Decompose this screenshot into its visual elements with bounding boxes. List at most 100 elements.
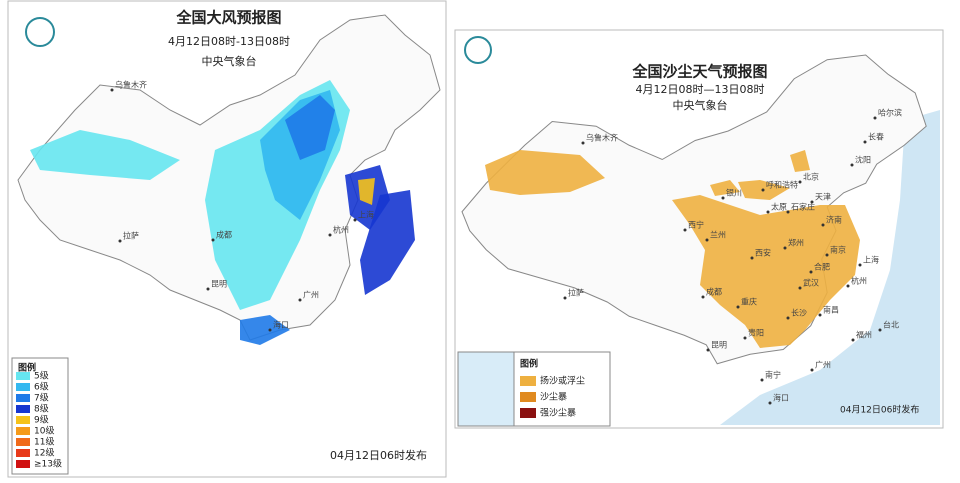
legend-label: 6级 <box>34 381 49 393</box>
forecast-area <box>710 180 740 196</box>
city-dot <box>706 348 710 352</box>
inset-map <box>457 351 515 427</box>
city-label: 天津 <box>815 192 831 202</box>
city-dot <box>211 238 215 242</box>
city-dot <box>818 313 822 317</box>
city-label: 兰州 <box>710 230 726 240</box>
legend-swatch <box>16 427 30 435</box>
legend-label: 强沙尘暴 <box>540 408 576 419</box>
city-dot <box>736 305 740 309</box>
release-time: 04月12日06时发布 <box>840 404 919 416</box>
city-label: 台北 <box>883 320 899 330</box>
city-label: 南昌 <box>823 305 839 315</box>
city-dot <box>863 140 867 144</box>
city-label: 杭州 <box>333 225 349 235</box>
map-issuer: 中央气象台 <box>202 54 257 68</box>
city-dot <box>809 270 813 274</box>
city-dot <box>760 378 764 382</box>
city-dot <box>701 295 705 299</box>
city-dot <box>581 141 585 145</box>
city-dot <box>878 328 882 332</box>
legend-swatch <box>16 438 30 446</box>
city-dot <box>206 287 210 291</box>
legend-swatch <box>16 383 30 391</box>
city-dot <box>743 336 747 340</box>
city-label: 武汉 <box>803 278 819 288</box>
city-label: 银川 <box>726 188 742 198</box>
city-dot <box>786 210 790 214</box>
map-title: 全国大风预报图 <box>175 9 281 27</box>
city-dot <box>821 223 825 227</box>
legend-title: 图例 <box>520 358 538 370</box>
city-dot <box>798 180 802 184</box>
city-dot <box>353 218 357 222</box>
city-label: 海口 <box>273 320 289 330</box>
city-dot <box>825 253 829 257</box>
city-label: 哈尔滨 <box>878 108 902 118</box>
city-label: 长春 <box>868 132 884 142</box>
city-label: 西宁 <box>688 220 704 230</box>
city-dot <box>563 296 567 300</box>
forecast-area <box>358 178 375 205</box>
legend-swatch <box>16 405 30 413</box>
city-label: 济南 <box>826 215 842 225</box>
legend-swatch <box>16 449 30 457</box>
city-label: 拉萨 <box>123 231 139 241</box>
city-label: 沈阳 <box>855 155 871 165</box>
legend-label: 7级 <box>34 392 49 404</box>
city-label: 太原 <box>771 202 787 212</box>
city-label: 拉萨 <box>568 288 584 298</box>
map-issuer: 中央气象台 <box>673 98 728 112</box>
city-label: 郑州 <box>788 238 804 248</box>
city-label: 成都 <box>216 230 232 240</box>
release-time: 04月12日06时发布 <box>330 448 427 462</box>
city-dot <box>873 116 877 120</box>
forecast-area <box>672 195 860 348</box>
map-period: 4月12日08时-13日08时 <box>168 35 290 48</box>
city-dot <box>810 368 814 372</box>
city-dot <box>798 286 802 290</box>
legend-label: 12级 <box>34 447 54 459</box>
city-dot <box>761 188 765 192</box>
city-label: 昆明 <box>711 341 727 350</box>
city-dot <box>705 238 709 242</box>
city-label: 昆明 <box>211 280 227 289</box>
city-dot <box>118 239 122 243</box>
legend-swatch <box>520 392 536 402</box>
city-label: 西安 <box>755 248 771 258</box>
legend-label: 8级 <box>34 403 49 415</box>
city-label: 乌鲁木齐 <box>115 80 147 90</box>
city-dot <box>858 263 862 267</box>
map-period: 4月12日08时—13日08时 <box>636 83 765 96</box>
city-dot <box>786 316 790 320</box>
city-label: 广州 <box>815 360 831 370</box>
city-dot <box>810 200 814 204</box>
city-dot <box>298 298 302 302</box>
city-label: 福州 <box>856 331 872 340</box>
city-label: 呼和浩特 <box>766 180 798 190</box>
forecast-area <box>30 130 180 180</box>
legend-label: 11级 <box>34 436 54 448</box>
legend-swatch <box>520 408 536 418</box>
legend-label: 10级 <box>34 425 54 437</box>
city-dot <box>721 196 725 200</box>
city-label: 南宁 <box>765 370 781 380</box>
legend-swatch <box>16 460 30 468</box>
city-dot <box>768 401 772 405</box>
city-dot <box>846 284 850 288</box>
forecast-area <box>285 95 335 160</box>
legend-label: 沙尘暴 <box>540 392 567 403</box>
city-label: 石家庄 <box>791 202 815 212</box>
city-label: 海口 <box>773 393 789 403</box>
city-dot <box>851 338 855 342</box>
city-dot <box>750 256 754 260</box>
logo <box>25 17 55 47</box>
legend-swatch <box>16 394 30 402</box>
city-label: 长沙 <box>791 308 807 318</box>
forecast-area <box>240 315 290 345</box>
legend-label: 5级 <box>34 370 49 382</box>
map-title: 全国沙尘天气预报图 <box>631 63 767 81</box>
city-dot <box>766 210 770 214</box>
